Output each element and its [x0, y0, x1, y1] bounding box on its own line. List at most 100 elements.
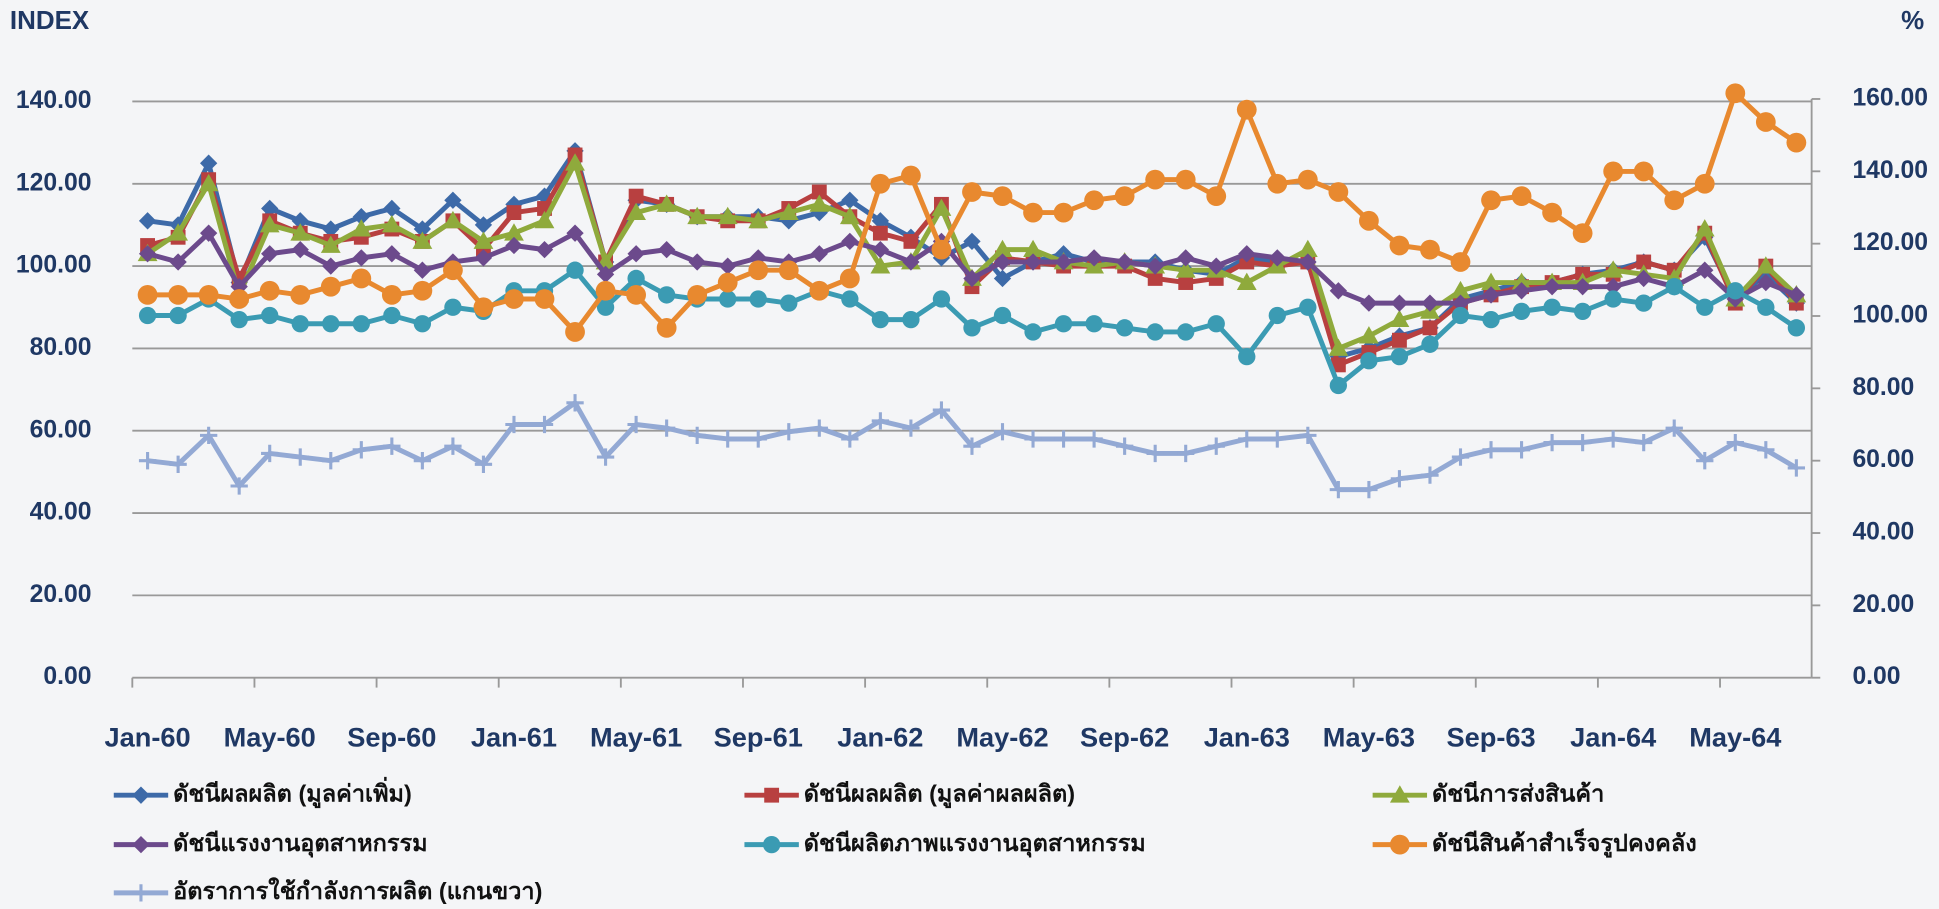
marker: [1512, 302, 1531, 321]
marker: [1146, 444, 1164, 463]
marker: [1786, 132, 1807, 153]
marker: [841, 232, 859, 251]
marker: [1543, 433, 1561, 452]
marker: [1511, 272, 1532, 290]
y-tick-label: 140.00: [16, 87, 92, 114]
marker: [626, 202, 647, 221]
marker: [902, 310, 920, 329]
marker: [1175, 169, 1196, 190]
marker: [474, 455, 493, 473]
marker: [1023, 239, 1043, 258]
marker: [871, 310, 890, 329]
marker: [473, 231, 494, 249]
marker: [1177, 323, 1195, 341]
marker: [1757, 298, 1775, 316]
marker: [1359, 210, 1379, 231]
marker: [1572, 223, 1593, 244]
marker: [168, 223, 189, 241]
marker: [261, 444, 279, 463]
marker: [1360, 480, 1378, 499]
marker: [383, 199, 401, 218]
y2-tick-label: 40.00: [1852, 519, 1914, 546]
marker: [1696, 452, 1714, 470]
marker: [656, 317, 677, 338]
marker: [749, 249, 767, 267]
marker: [291, 212, 309, 230]
marker: [138, 212, 157, 230]
marker: [839, 206, 860, 225]
marker: [841, 191, 859, 209]
y-tick-label: 20.00: [30, 581, 92, 608]
marker: [1633, 161, 1654, 182]
marker: [291, 315, 309, 333]
marker: [506, 205, 522, 221]
marker: [595, 280, 616, 301]
marker: [1604, 278, 1622, 296]
marker: [1482, 310, 1500, 329]
marker: [596, 265, 615, 283]
marker: [1451, 448, 1470, 466]
marker: [443, 260, 463, 281]
marker: [504, 223, 524, 241]
marker: [322, 315, 340, 333]
marker: [138, 245, 157, 263]
series: [138, 394, 1806, 499]
marker: [1054, 430, 1073, 448]
marker: [1389, 235, 1410, 256]
marker: [352, 208, 370, 226]
marker: [444, 298, 462, 316]
marker: [1482, 441, 1500, 459]
marker: [1603, 260, 1624, 278]
marker: [870, 256, 891, 274]
x-tick-label: May-63: [1323, 722, 1415, 753]
x-tick-label: May-64: [1689, 722, 1781, 753]
y2-tick-label: 20.00: [1852, 591, 1914, 618]
marker: [132, 884, 150, 902]
marker: [1726, 282, 1744, 300]
marker: [1238, 347, 1256, 366]
marker: [1085, 249, 1103, 267]
marker: [168, 285, 189, 305]
marker: [902, 253, 920, 271]
marker: [1267, 173, 1288, 194]
x-tick-label: May-62: [956, 722, 1048, 753]
marker: [413, 261, 432, 279]
marker: [962, 182, 982, 202]
marker: [780, 423, 798, 441]
marker: [810, 419, 828, 437]
marker: [566, 261, 584, 279]
marker: [261, 306, 279, 325]
y-tick-label: 100.00: [16, 252, 92, 279]
marker: [320, 235, 341, 253]
marker: [290, 285, 311, 305]
marker: [1115, 253, 1134, 271]
marker: [1207, 257, 1225, 275]
marker: [1421, 466, 1439, 484]
marker: [1511, 186, 1532, 207]
marker: [1757, 273, 1775, 292]
marker: [993, 253, 1012, 271]
y2-tick-label: 140.00: [1852, 157, 1928, 184]
legend-label: ดัชนีการส่งสินค้า: [1432, 780, 1604, 806]
marker: [138, 306, 157, 325]
marker: [230, 477, 248, 495]
marker: [474, 216, 493, 234]
marker: [811, 184, 827, 200]
marker: [132, 786, 150, 804]
marker: [1755, 112, 1776, 132]
marker: [352, 315, 370, 333]
marker: [1207, 315, 1225, 333]
legend-label: ดัชนีแรงงานอุตสาหกรรม: [173, 830, 427, 858]
marker: [1177, 249, 1195, 267]
marker: [1024, 323, 1042, 341]
marker: [1635, 269, 1653, 288]
marker: [444, 191, 462, 209]
marker: [169, 253, 187, 271]
marker: [1665, 419, 1683, 437]
marker: [1420, 239, 1440, 260]
y2-tick-label: 160.00: [1852, 85, 1928, 112]
marker: [993, 306, 1012, 325]
marker: [1299, 253, 1317, 271]
marker: [717, 206, 738, 225]
marker: [719, 290, 737, 308]
